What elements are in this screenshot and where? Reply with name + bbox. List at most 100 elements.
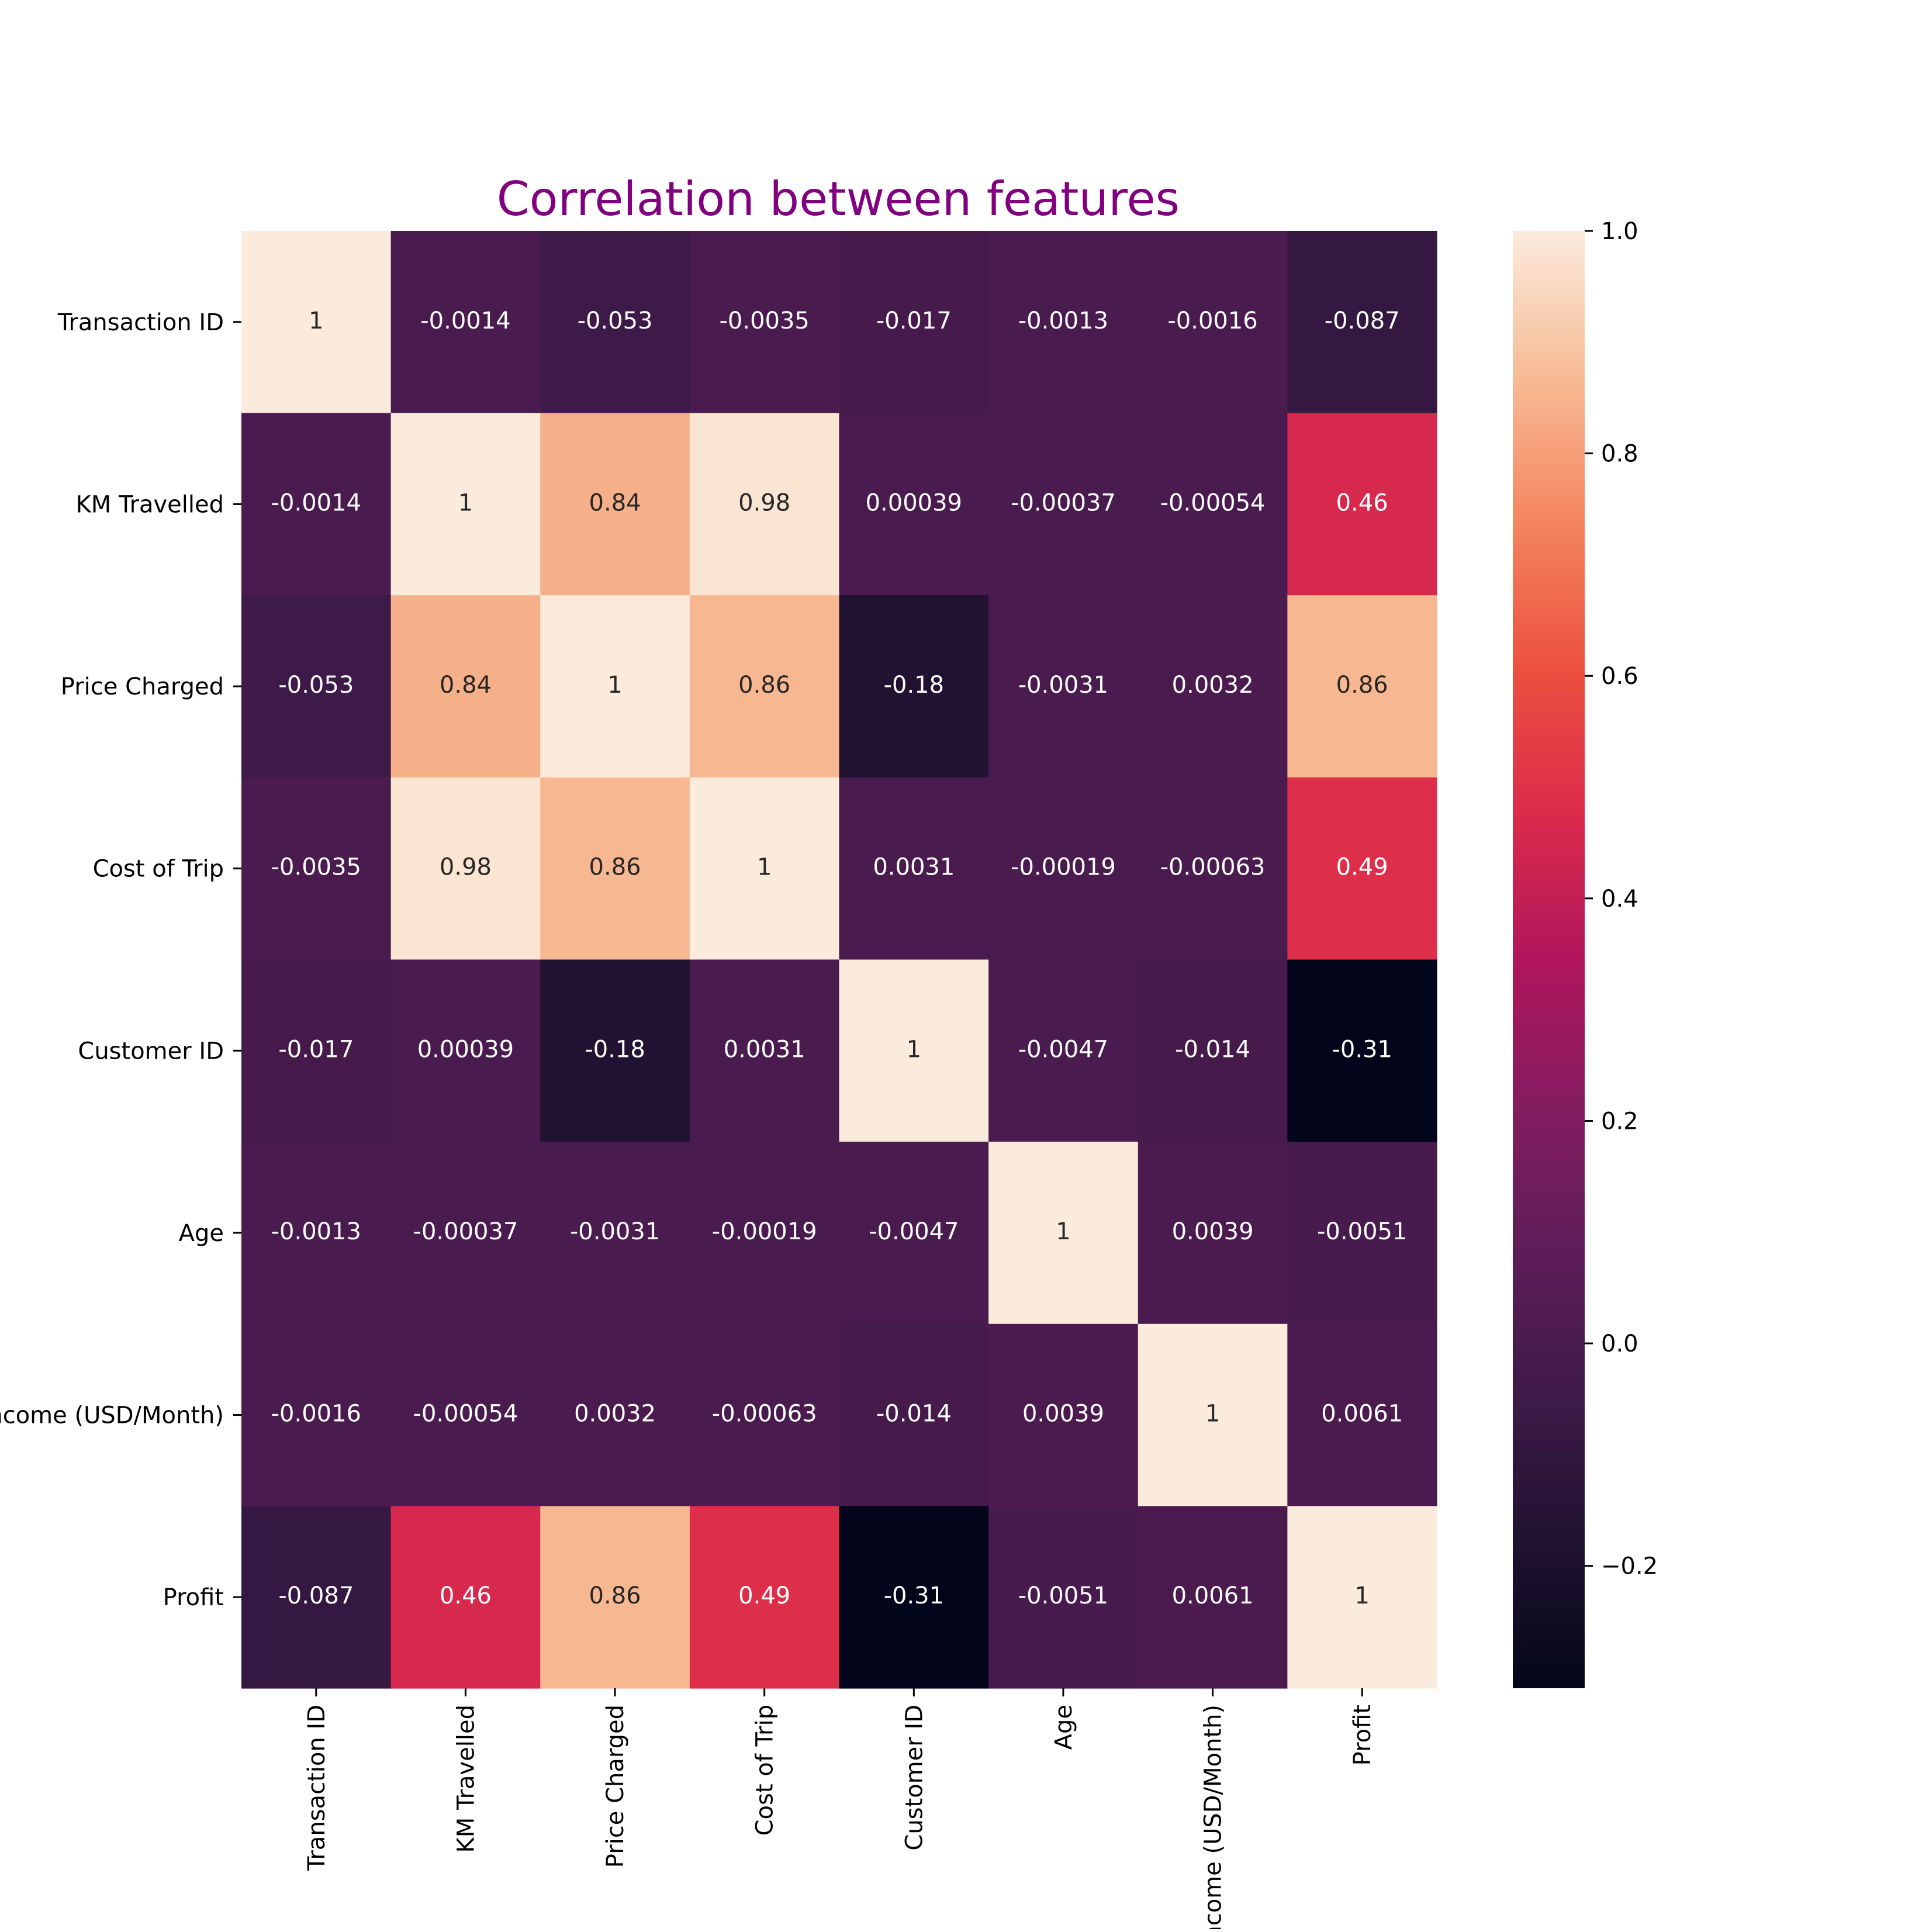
cell-value-label: -0.31: [884, 1582, 945, 1609]
heatmap-cell: [988, 777, 1139, 960]
cell-value-label: 0.84: [589, 489, 641, 516]
cell-value-label: 0.00039: [866, 489, 962, 516]
cell-value-label: -0.00019: [712, 1218, 817, 1245]
heatmap-cell: [1138, 959, 1288, 1142]
heatmap-cell: [540, 1142, 690, 1325]
cell-value-label: 0.86: [738, 672, 790, 699]
heatmap-cell: [839, 1506, 989, 1689]
column-tick-label: Transaction ID: [303, 1705, 330, 1871]
cell-value-label: 1: [458, 489, 473, 516]
cell-value-label: 0.00039: [417, 1036, 514, 1063]
heatmap-cell: [390, 231, 541, 414]
colorbar-tick-label: −0.2: [1601, 1553, 1658, 1580]
cell-value-label: -0.0047: [869, 1218, 959, 1245]
heatmap-cell: [988, 595, 1139, 778]
column-tick-label: KM Travelled: [452, 1705, 479, 1852]
heatmap-cell: [988, 959, 1139, 1142]
heatmap-cell: [1138, 1506, 1288, 1689]
cell-value-label: -0.0051: [1317, 1218, 1407, 1245]
cell-value-label: 0.0061: [1172, 1582, 1254, 1609]
column-tick-label: Age: [1050, 1705, 1077, 1750]
cell-value-label: -0.0014: [420, 307, 510, 334]
heatmap-cell: [689, 413, 840, 596]
heatmap-cell: [1287, 413, 1437, 596]
heatmap-cell: [988, 1323, 1139, 1506]
heatmap-cell: [1138, 595, 1288, 778]
colorbar-tick-label: 0.0: [1601, 1330, 1638, 1357]
column-tick-label: Profit: [1349, 1705, 1376, 1765]
heatmap-cell: [1138, 777, 1288, 960]
heatmap-cell: [1287, 231, 1437, 414]
heatmap-cell: [241, 595, 392, 778]
heatmap-cell: [689, 1142, 840, 1325]
heatmap-cell: [689, 231, 840, 414]
cell-value-label: 0.0031: [724, 1036, 806, 1063]
cell-value-label: 0.49: [738, 1582, 790, 1609]
heatmap-cell: [540, 595, 690, 778]
column-tick-label: Income (USD/Month): [1200, 1705, 1227, 1929]
cell-value-label: -0.18: [884, 672, 945, 699]
cell-value-label: 0.98: [440, 854, 492, 881]
heatmap-cell: [839, 777, 989, 960]
heatmap-cell: [839, 413, 989, 596]
cell-value-label: -0.00037: [1011, 489, 1116, 516]
cell-value-label: 0.86: [589, 1582, 641, 1609]
colorbar-tick-label: 0.2: [1601, 1108, 1638, 1135]
cell-value-label: 1: [309, 307, 323, 334]
cell-value-label: 0.0039: [1022, 1401, 1104, 1428]
heatmap-cell: [689, 777, 840, 960]
colorbar-tick-label: 0.8: [1601, 441, 1638, 468]
cell-value-label: 0.84: [440, 672, 492, 699]
heatmap-cell: [390, 595, 541, 778]
row-tick-label: Age: [179, 1220, 224, 1247]
heatmap-cell: [540, 777, 690, 960]
cell-value-label: -0.0051: [1018, 1582, 1108, 1609]
row-tick-label: Income (USD/Month): [0, 1402, 224, 1429]
cell-value-label: 0.49: [1336, 854, 1388, 881]
cell-value-label: -0.18: [585, 1036, 645, 1063]
heatmap-cell: [390, 1142, 541, 1325]
cell-value-label: 1: [1056, 1218, 1070, 1245]
colorbar-tick-label: 0.6: [1601, 663, 1638, 690]
heatmap-cell: [1287, 959, 1437, 1142]
cell-value-label: 0.98: [738, 489, 790, 516]
heatmap-cell: [540, 959, 690, 1142]
row-tick-label: Transaction ID: [57, 309, 224, 336]
cell-value-label: -0.087: [1325, 307, 1400, 334]
column-tick-label: Price Charged: [602, 1705, 629, 1868]
cell-value-label: -0.00037: [413, 1218, 518, 1245]
column-tick-label: Cost of Trip: [752, 1705, 779, 1836]
cell-value-label: 0.0032: [574, 1401, 656, 1428]
cell-value-label: -0.087: [278, 1582, 354, 1609]
heatmap-cell-labels: 1 -0.0014 -0.053 -0.0035 -0.017 -0.0013 -0.001…: [271, 307, 1408, 1609]
chart-title: Correlation between features: [497, 172, 1180, 226]
heatmap-cell: [241, 959, 392, 1142]
colorbar-tick-label: 1.0: [1601, 218, 1638, 245]
heatmap-cell: [1287, 1506, 1437, 1689]
cell-value-label: -0.0047: [1018, 1036, 1108, 1063]
cell-value-label: 1: [757, 854, 772, 881]
heatmap-cell: [839, 1142, 989, 1325]
row-tick-label: Profit: [163, 1584, 224, 1611]
row-tick-label: Price Charged: [61, 673, 224, 700]
cell-value-label: 0.46: [1336, 489, 1388, 516]
heatmap-cell: [241, 1142, 392, 1325]
cell-value-label: -0.00054: [413, 1401, 518, 1428]
heatmap-cell: [988, 231, 1139, 414]
row-tick-label: Cost of Trip: [93, 856, 224, 883]
heatmap-cell: [1287, 1142, 1437, 1325]
heatmap-cell: [390, 1323, 541, 1506]
cell-value-label: -0.0035: [271, 854, 361, 881]
heatmap-cell: [540, 413, 690, 596]
row-tick-label: KM Travelled: [76, 491, 224, 518]
cell-value-label: 0.0031: [873, 854, 955, 881]
heatmap-cell: [689, 1506, 840, 1689]
cell-value-label: -0.053: [278, 672, 354, 699]
cell-value-label: -0.0016: [271, 1401, 361, 1428]
cell-value-label: -0.0031: [1018, 672, 1108, 699]
cell-value-label: -0.31: [1332, 1036, 1392, 1063]
cell-value-label: -0.00054: [1160, 489, 1266, 516]
heatmap-cell: [241, 777, 392, 960]
cell-value-label: -0.0016: [1167, 307, 1257, 334]
